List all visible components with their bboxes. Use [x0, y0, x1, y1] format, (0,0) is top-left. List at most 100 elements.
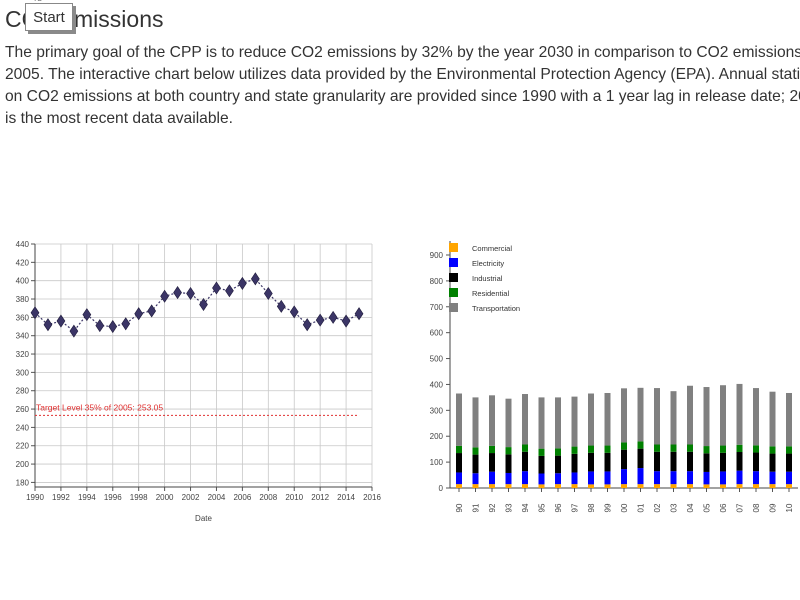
x-tick-label: 2004 [208, 493, 226, 502]
bar-segment [588, 484, 594, 488]
bar-segment [588, 445, 594, 453]
bar-segment [736, 452, 743, 471]
bar-segment [753, 484, 759, 488]
x-tick-label: 09 [769, 503, 778, 512]
bar-segment [538, 484, 545, 488]
bar-segment [786, 392, 792, 447]
data-point [212, 281, 221, 295]
bar-segment [786, 471, 792, 485]
bar-segment [720, 471, 726, 485]
y-tick-label: 180 [16, 478, 30, 487]
x-tick-label: 91 [472, 503, 481, 512]
bar-segment [456, 484, 462, 488]
y-tick-label: 100 [430, 458, 444, 467]
data-point [354, 307, 364, 321]
bar-segment [736, 484, 743, 488]
data-point [238, 276, 247, 290]
bar-segment [571, 446, 578, 454]
legend-label: Residential [472, 289, 509, 298]
data-point [341, 314, 351, 328]
bar-segment [720, 484, 726, 488]
bar-segment [736, 444, 743, 453]
x-tick-label: 99 [604, 503, 613, 512]
y-tick-label: 0 [439, 484, 444, 493]
bar-segment [588, 471, 594, 485]
bar-segment [604, 471, 611, 485]
target-label: Target Level 35% of 2005: 253.05 [36, 402, 163, 412]
data-point [328, 310, 338, 324]
y-tick-label: 900 [430, 251, 444, 260]
bar-segment [555, 397, 561, 449]
data-point [160, 289, 169, 303]
bar-segment [670, 444, 677, 452]
bar-segment [703, 446, 710, 454]
y-tick-label: 500 [430, 355, 444, 364]
bar-segment [472, 454, 479, 474]
bar-segment [489, 453, 495, 472]
x-tick-label: 04 [686, 503, 695, 512]
data-point [263, 286, 273, 301]
bar-segment [571, 472, 578, 485]
y-tick-label: 400 [430, 380, 444, 389]
bar-segment [703, 453, 710, 472]
bar-segment [472, 397, 479, 448]
legend-label: Industrial [472, 274, 503, 283]
bar-segment [687, 444, 693, 452]
bar-segment [538, 473, 545, 485]
bar-segment [786, 484, 792, 488]
bar-segment [687, 471, 693, 485]
data-point [43, 318, 53, 332]
start-button[interactable]: Start [25, 3, 73, 31]
bar-segment [654, 484, 660, 488]
legend-swatch [449, 258, 458, 267]
y-tick-label: 320 [16, 350, 30, 359]
x-tick-label: 1998 [130, 493, 148, 502]
bar-segment [571, 396, 578, 447]
data-point [289, 305, 299, 319]
y-tick-label: 360 [16, 313, 30, 322]
bar-segment [786, 446, 792, 454]
bar-segment [456, 472, 462, 485]
bar-segment [571, 453, 578, 473]
bar-segment [505, 454, 512, 473]
data-point [225, 284, 234, 298]
x-tick-label: 94 [521, 503, 530, 512]
x-tick-label: 07 [736, 503, 745, 512]
bar-segment [720, 445, 726, 453]
y-tick-label: 700 [430, 303, 444, 312]
legend-label: Electricity [472, 259, 504, 268]
bar-segment [637, 441, 644, 449]
bar-segment [621, 449, 627, 470]
bar-segment [654, 444, 660, 452]
x-tick-label: 92 [488, 503, 497, 512]
y-tick-label: 200 [16, 460, 30, 469]
legend-label: Transportation [472, 304, 520, 313]
data-point [69, 324, 79, 338]
bar-segment [637, 387, 644, 442]
x-tick-label: 05 [703, 503, 712, 512]
x-tick-label: 08 [752, 503, 761, 512]
bar-segment [687, 484, 693, 488]
bar-segment [753, 445, 759, 453]
bar-segment [736, 470, 743, 485]
bar-segment [522, 484, 528, 488]
emissions-line-chart: 180 200 220 240 260 280 300 320 340 360 380 400 420 4… [16, 240, 382, 523]
data-point [302, 318, 312, 332]
data-point [250, 272, 260, 286]
bar-segment [604, 445, 611, 453]
x-tick-label: 1990 [26, 493, 44, 502]
bar-segment [637, 448, 644, 469]
bar-segment [720, 452, 726, 472]
y-tick-label: 280 [16, 387, 30, 396]
bar-segment [621, 442, 627, 450]
bar-segment [769, 484, 776, 488]
bar-segment [505, 398, 512, 448]
bar-segment [555, 448, 561, 456]
bar-segment [604, 484, 611, 488]
intro-paragraph: The primary goal of the CPP is to reduce… [5, 44, 800, 127]
data-point [95, 319, 105, 333]
bar-segment [472, 473, 479, 485]
x-tick-label: 00 [620, 503, 629, 512]
x-tick-label: 03 [670, 503, 679, 512]
